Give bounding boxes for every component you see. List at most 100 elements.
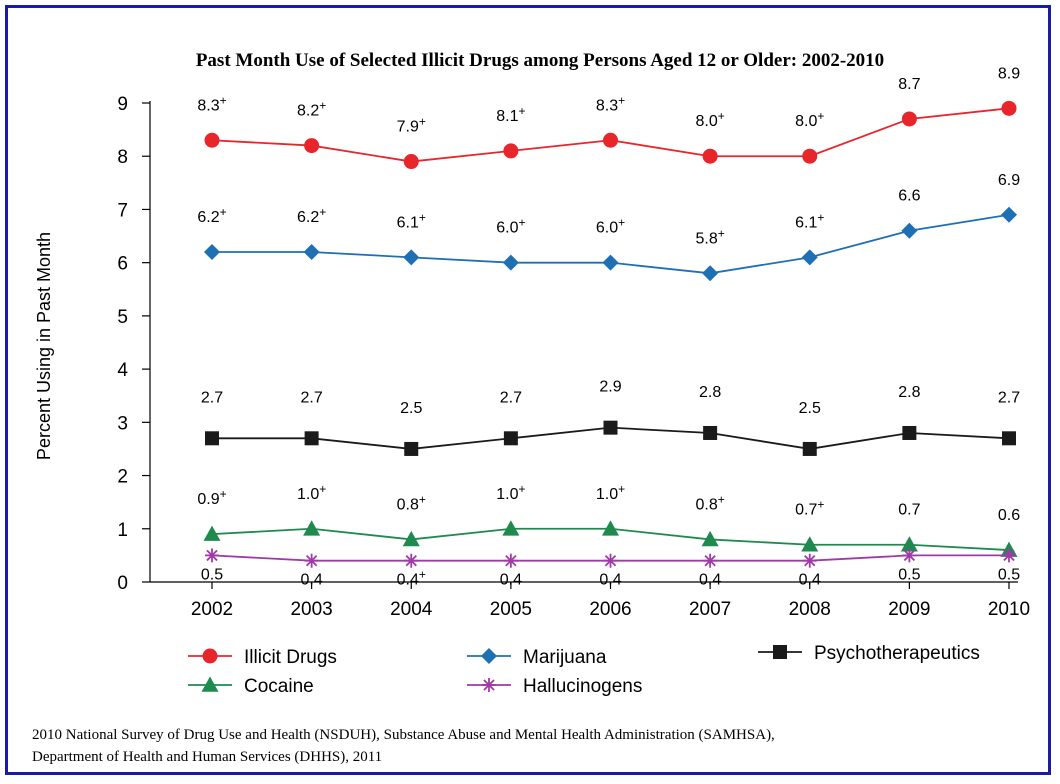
data-label-hallucinogens: 0.4 (799, 572, 821, 589)
data-label-cocaine: 1.0+ (596, 482, 625, 503)
data-label-cocaine: 1.0+ (297, 482, 326, 503)
data-label-marijuana: 6.0+ (496, 216, 525, 237)
data-point-illicit-drugs (603, 132, 618, 148)
data-label-psychotherapeutics: 2.8 (898, 384, 920, 401)
data-point-hallucinogens (304, 553, 319, 568)
y-tick-label: 4 (117, 360, 128, 381)
data-point-marijuana (303, 244, 320, 261)
data-label-marijuana: 6.6 (898, 188, 920, 205)
legend-marker-marijuana (481, 648, 497, 664)
data-label-cocaine: 0.6 (998, 507, 1020, 524)
data-label-hallucinogens: 0.5 (201, 566, 223, 583)
data-label-marijuana: 6.1+ (397, 210, 426, 231)
data-label-illicit-drugs: 7.9+ (397, 115, 426, 136)
data-point-hallucinogens (802, 553, 817, 568)
data-label-psychotherapeutics: 2.5 (799, 400, 821, 417)
data-label-hallucinogens: 0.4 (599, 572, 621, 589)
data-label-psychotherapeutics: 2.7 (500, 389, 522, 406)
y-tick-label: 6 (117, 254, 128, 275)
data-label-psychotherapeutics: 2.8 (699, 384, 721, 401)
data-point-marijuana (403, 249, 420, 266)
data-label-psychotherapeutics: 2.5 (400, 400, 422, 417)
data-label-cocaine: 0.8+ (397, 492, 426, 513)
data-point-hallucinogens (205, 548, 219, 563)
data-point-psychotherapeutics (603, 420, 618, 435)
legend-label-marijuana: Marijuana (523, 647, 607, 668)
data-point-psychotherapeutics (304, 431, 319, 446)
y-tick-label: 7 (117, 200, 128, 221)
data-point-cocaine (303, 520, 321, 536)
data-point-cocaine (502, 520, 520, 536)
source-note: 2010 National Survey of Drug Use and Hea… (32, 724, 1032, 768)
data-point-illicit-drugs (403, 154, 419, 170)
y-tick-label: 8 (117, 147, 128, 168)
data-point-marijuana (901, 222, 918, 239)
data-point-marijuana (1001, 206, 1017, 223)
x-tick-label: 2005 (490, 599, 532, 620)
y-tick-label: 9 (117, 94, 128, 115)
data-label-marijuana: 6.9 (998, 172, 1020, 189)
data-label-illicit-drugs: 8.7 (898, 76, 920, 93)
data-label-illicit-drugs: 8.0+ (795, 109, 824, 130)
axes: 0 1 2 3 4 5 6 7 8 9 2002 2003 2004 2005 2006 2007 2008 20… (117, 94, 1030, 620)
y-tick-label: 0 (117, 573, 128, 594)
data-label-cocaine: 1.0+ (496, 482, 525, 503)
data-point-psychotherapeutics (1002, 431, 1016, 446)
y-tick-label: 1 (117, 520, 128, 541)
data-label-cocaine: 0.7+ (795, 498, 824, 519)
series-layer (203, 100, 1018, 568)
data-point-psychotherapeutics (503, 431, 518, 446)
legend-label-cocaine: Cocaine (244, 676, 314, 697)
legend-label-psychotherapeutics: Psychotherapeutics (814, 643, 980, 664)
legend-label-hallucinogens: Hallucinogens (523, 676, 642, 697)
data-point-illicit-drugs (802, 148, 818, 164)
data-point-marijuana (702, 265, 719, 282)
data-label-hallucinogens: 0.5 (998, 566, 1020, 583)
data-label-hallucinogens: 0.5 (898, 566, 920, 583)
y-tick-label: 3 (117, 413, 128, 434)
data-point-hallucinogens (404, 553, 419, 568)
data-point-hallucinogens (603, 553, 618, 568)
data-point-cocaine (701, 530, 719, 547)
data-point-marijuana (801, 249, 818, 266)
data-label-hallucinogens: 0.4 (301, 572, 323, 589)
data-label-hallucinogens: 0.4 (699, 572, 721, 589)
data-label-illicit-drugs: 8.9 (998, 65, 1020, 82)
legend-marker-illicit-drugs (202, 648, 218, 664)
data-label-marijuana: 6.2+ (197, 205, 226, 226)
data-point-cocaine (402, 530, 420, 547)
data-point-cocaine (900, 536, 918, 552)
data-point-psychotherapeutics (205, 431, 219, 446)
data-point-psychotherapeutics (404, 441, 419, 456)
data-label-hallucinogens: 0.4 (500, 572, 522, 589)
data-point-illicit-drugs (204, 132, 220, 148)
data-point-hallucinogens (503, 553, 518, 568)
legend-marker-psychotherapeutics (773, 645, 787, 659)
data-label-cocaine: 0.8+ (695, 492, 724, 513)
data-label-marijuana: 5.8+ (695, 226, 724, 247)
data-label-psychotherapeutics: 2.7 (201, 389, 223, 406)
data-label-marijuana: 6.0+ (596, 216, 625, 237)
data-label-illicit-drugs: 8.3+ (197, 93, 226, 114)
data-point-marijuana (204, 244, 220, 261)
x-tick-label: 2006 (589, 599, 631, 620)
source-line-2: Department of Health and Human Services … (32, 749, 383, 765)
data-label-illicit-drugs: 8.3+ (596, 93, 625, 114)
x-tick-label: 2007 (689, 599, 731, 620)
data-point-psychotherapeutics (802, 441, 817, 456)
x-tick-label: 2002 (191, 599, 233, 620)
x-tick-label: 2003 (290, 599, 332, 620)
legend-marker-cocaine (201, 676, 219, 692)
data-point-cocaine (801, 536, 819, 552)
data-point-cocaine (602, 520, 619, 536)
data-labels: 8.3+ 8.2+ 7.9+ 8.1+ 8.3+ 8.0+ 8.0+ 8.7 8.9 6.2+ 6.… (197, 65, 1020, 588)
data-label-marijuana: 6.2+ (297, 205, 326, 226)
y-tick-label: 5 (117, 307, 128, 328)
data-label-psychotherapeutics: 2.9 (599, 379, 621, 396)
data-point-psychotherapeutics (703, 425, 718, 440)
data-label-cocaine: 0.9+ (197, 487, 226, 508)
x-tick-label: 2004 (390, 599, 433, 620)
chart-title: Past Month Use of Selected Illicit Drugs… (196, 50, 884, 71)
data-point-hallucinogens (1002, 548, 1016, 563)
